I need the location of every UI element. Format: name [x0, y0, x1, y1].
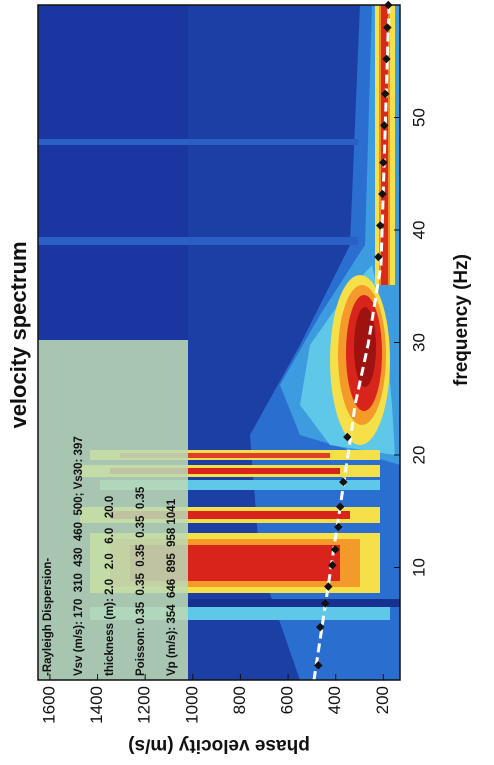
x-tick-label: 10 — [409, 558, 428, 577]
rotated-chart: 10 20 30 40 50 200 400 600 800 1000 1200 1400 1600 fr… — [6, 0, 472, 756]
annotation-box — [38, 340, 188, 680]
data-point — [339, 477, 348, 487]
data-point — [328, 561, 337, 570]
annotation-line: Vp (m/s): 354 646 895 958 1041 — [166, 498, 178, 676]
x-axis-label: frequency (Hz) — [451, 254, 472, 386]
data-point — [315, 622, 325, 632]
data-point — [334, 522, 343, 532]
y-tick-label: 1000 — [182, 686, 201, 724]
x-tick-label: 20 — [409, 446, 428, 465]
x-tick-label: 50 — [409, 108, 428, 127]
annotation-line: Vsv (m/s): 170 310 430 460 500; Vs30: 39… — [73, 436, 85, 676]
data-point — [382, 54, 391, 64]
x-tick-label: 30 — [409, 333, 428, 352]
data-point — [380, 121, 389, 130]
data-point — [378, 189, 387, 199]
y-tick-label: 1600 — [39, 686, 58, 724]
annotation-line: Poisson: 0.35 0.35 0.35 0.35 0.35 — [135, 486, 147, 676]
y-tick-label: 400 — [325, 686, 344, 714]
y-tick-label: 600 — [278, 686, 297, 714]
fitted-curve — [312, 5, 391, 680]
data-point — [380, 89, 390, 99]
data-point — [374, 252, 383, 262]
chart-title: velocity spectrum — [6, 241, 31, 428]
data-point — [375, 221, 385, 230]
data-point — [343, 432, 352, 442]
annotation-line: -Rayleigh Dispersion- — [42, 558, 54, 676]
annotation-line: thickness (m): 2.0 2.0 6.0 20.0 — [104, 496, 116, 676]
data-point — [320, 599, 330, 608]
data-point — [335, 502, 345, 511]
y-tick-label: 800 — [230, 686, 249, 714]
data-point — [383, 23, 392, 32]
y-tick-label: 200 — [373, 686, 392, 714]
x-tick-label: 40 — [409, 221, 428, 240]
data-point — [330, 545, 340, 554]
y-tick-label: 1400 — [87, 686, 106, 724]
data-point — [384, 0, 393, 10]
y-axis-label: phase velocity (m/s) — [128, 735, 310, 756]
data-point — [314, 661, 323, 670]
data-point — [379, 158, 388, 167]
data-point — [324, 582, 333, 591]
y-tick-label: 1200 — [135, 686, 154, 724]
